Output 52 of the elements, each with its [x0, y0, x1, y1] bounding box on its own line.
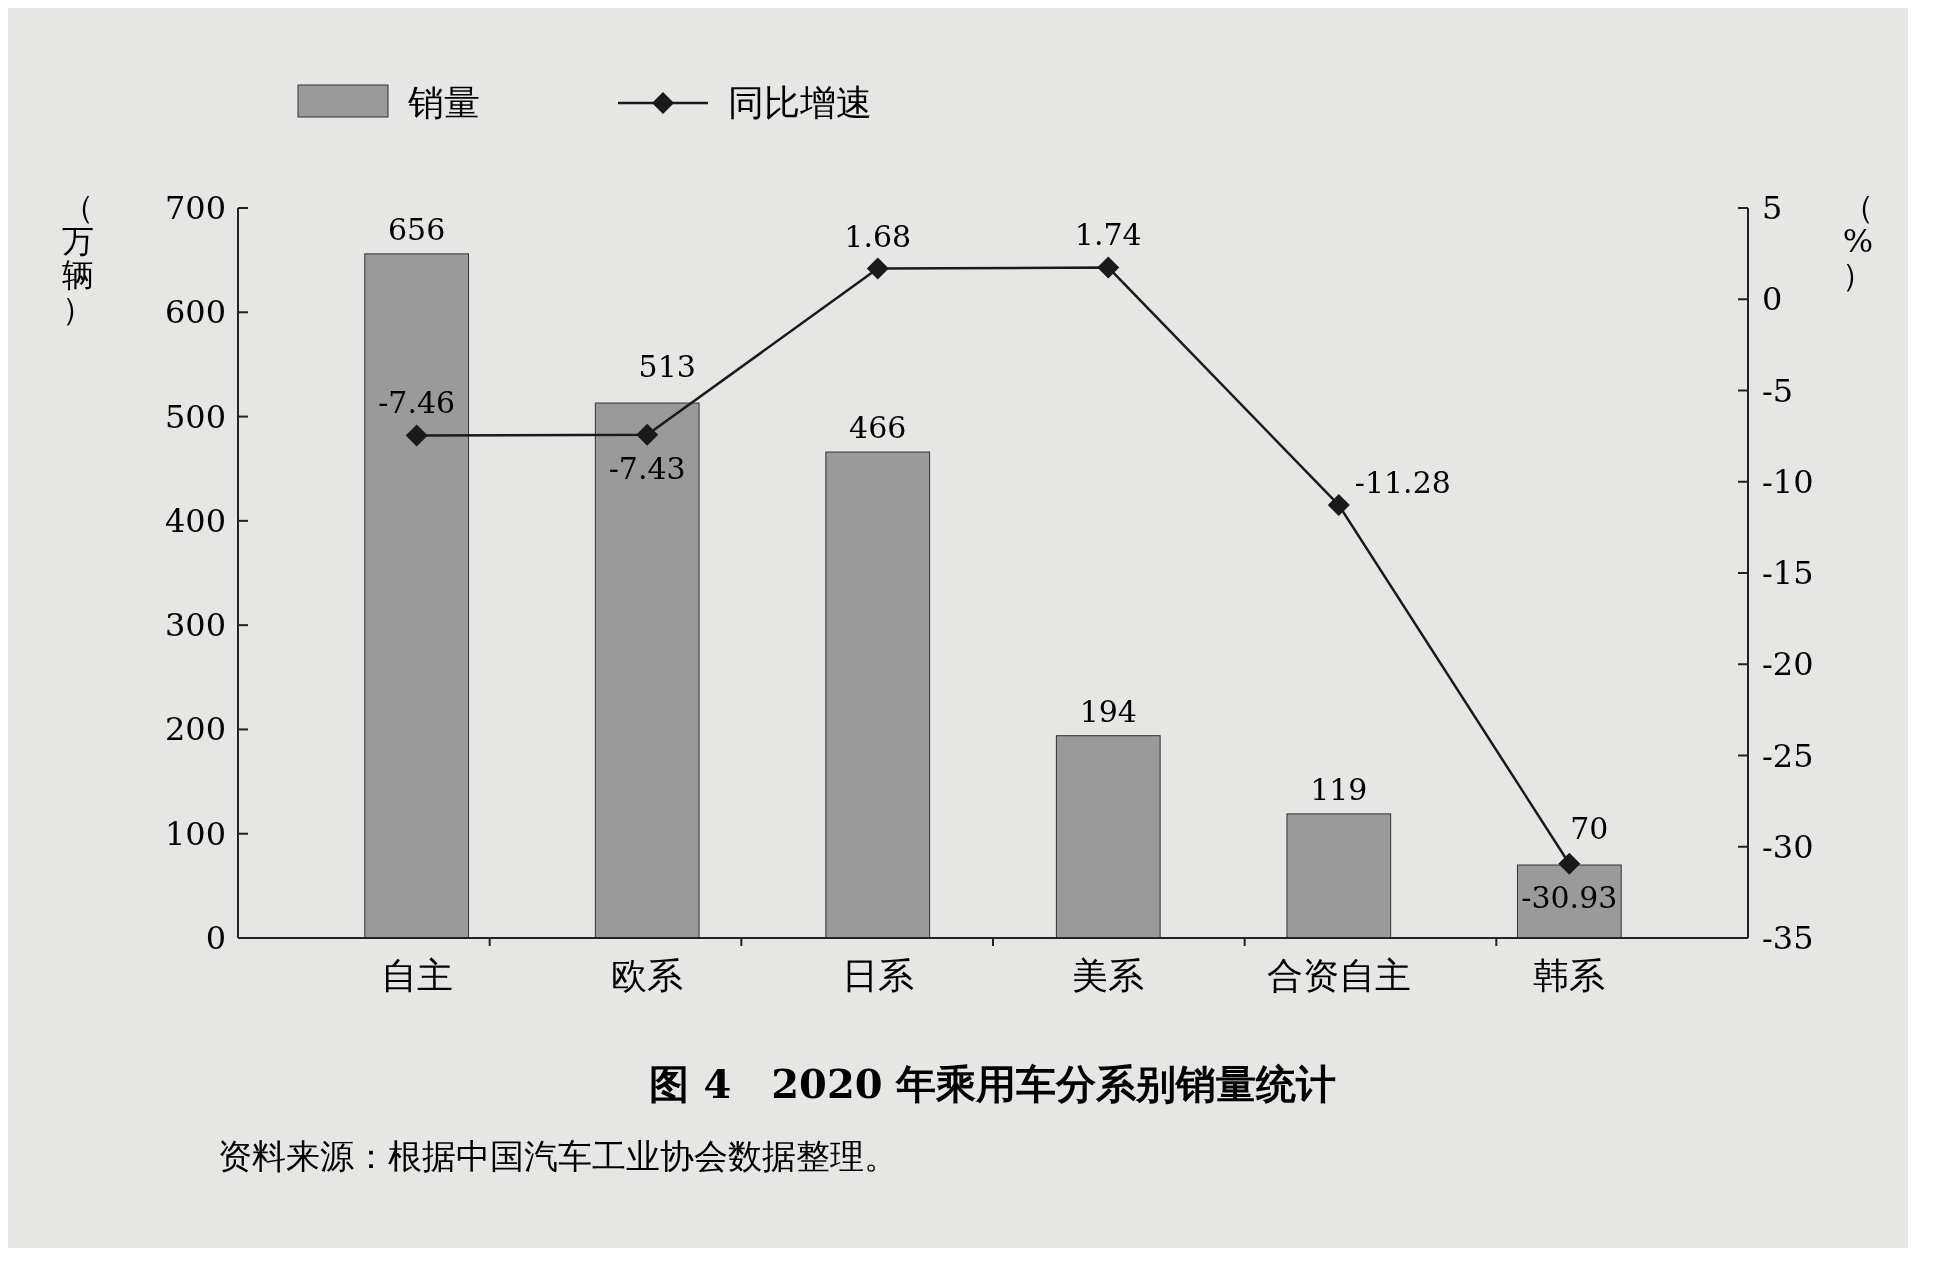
point: [1558, 852, 1581, 875]
x-tick-label: 美系: [1072, 955, 1145, 996]
y-tick-label: 700: [164, 189, 226, 227]
y2-tick-label: -5: [1762, 371, 1794, 410]
y-tick-label: 0: [205, 919, 226, 957]
x-tick-label: 欧系: [611, 955, 684, 996]
legend-label: 同比增速: [728, 82, 872, 123]
bar: [825, 451, 931, 939]
data-label: 656: [388, 211, 446, 247]
bar: [1055, 735, 1161, 939]
y2-tick-label: -30: [1762, 827, 1814, 866]
y-tick-label: 600: [164, 293, 226, 332]
y2-tick-label: -10: [1762, 462, 1814, 501]
y2-tick-label: -20: [1762, 645, 1814, 684]
y2-tick-label: 5: [1762, 189, 1783, 227]
data-label: 513: [638, 349, 696, 385]
y2-tick-label: -35: [1762, 919, 1814, 957]
x-tick-label: 合资自主: [1266, 955, 1411, 996]
bar: [1286, 813, 1392, 939]
data-label: -30.93: [1521, 879, 1618, 915]
y-tick-label: 300: [164, 606, 226, 645]
text: 资料来源：根据中国汽车工业协会数据整理。: [218, 1136, 898, 1176]
point: [405, 424, 428, 447]
data-label: -11.28: [1354, 465, 1451, 501]
y-tick-label: 200: [164, 710, 226, 749]
y-tick-label: 400: [164, 501, 226, 540]
bar: [364, 253, 470, 939]
bar: [594, 402, 700, 939]
y2-tick-label: 0: [1762, 280, 1783, 319]
y-tick-label: 500: [164, 397, 226, 436]
y2-tick-label: -25: [1762, 736, 1814, 775]
data-label: -7.43: [608, 450, 686, 486]
data-label: 1.68: [844, 218, 912, 254]
data-label: 1.74: [1074, 217, 1142, 253]
y2-axis-title: （%）: [1842, 188, 1874, 294]
data-label: 70: [1570, 811, 1609, 846]
x-tick-label: 日系: [841, 955, 914, 996]
point: [636, 423, 659, 446]
point: [1097, 256, 1120, 279]
y-tick-label: 100: [164, 814, 226, 853]
data-label: 466: [849, 410, 907, 446]
y-axis-title: （万辆）: [62, 188, 94, 328]
data-label: 194: [1079, 693, 1137, 729]
x-tick-label: 自主: [380, 955, 453, 996]
data-label: 119: [1310, 771, 1368, 807]
point: [866, 257, 889, 280]
text: 图 4 2020 年乘用车分系别销量统计: [649, 1060, 1337, 1107]
x-tick-label: 韩系: [1533, 955, 1606, 996]
y2-tick-label: -15: [1762, 554, 1814, 592]
point: [1327, 494, 1350, 517]
legend-label: 销量: [407, 82, 480, 123]
data-label: -7.46: [378, 385, 456, 421]
